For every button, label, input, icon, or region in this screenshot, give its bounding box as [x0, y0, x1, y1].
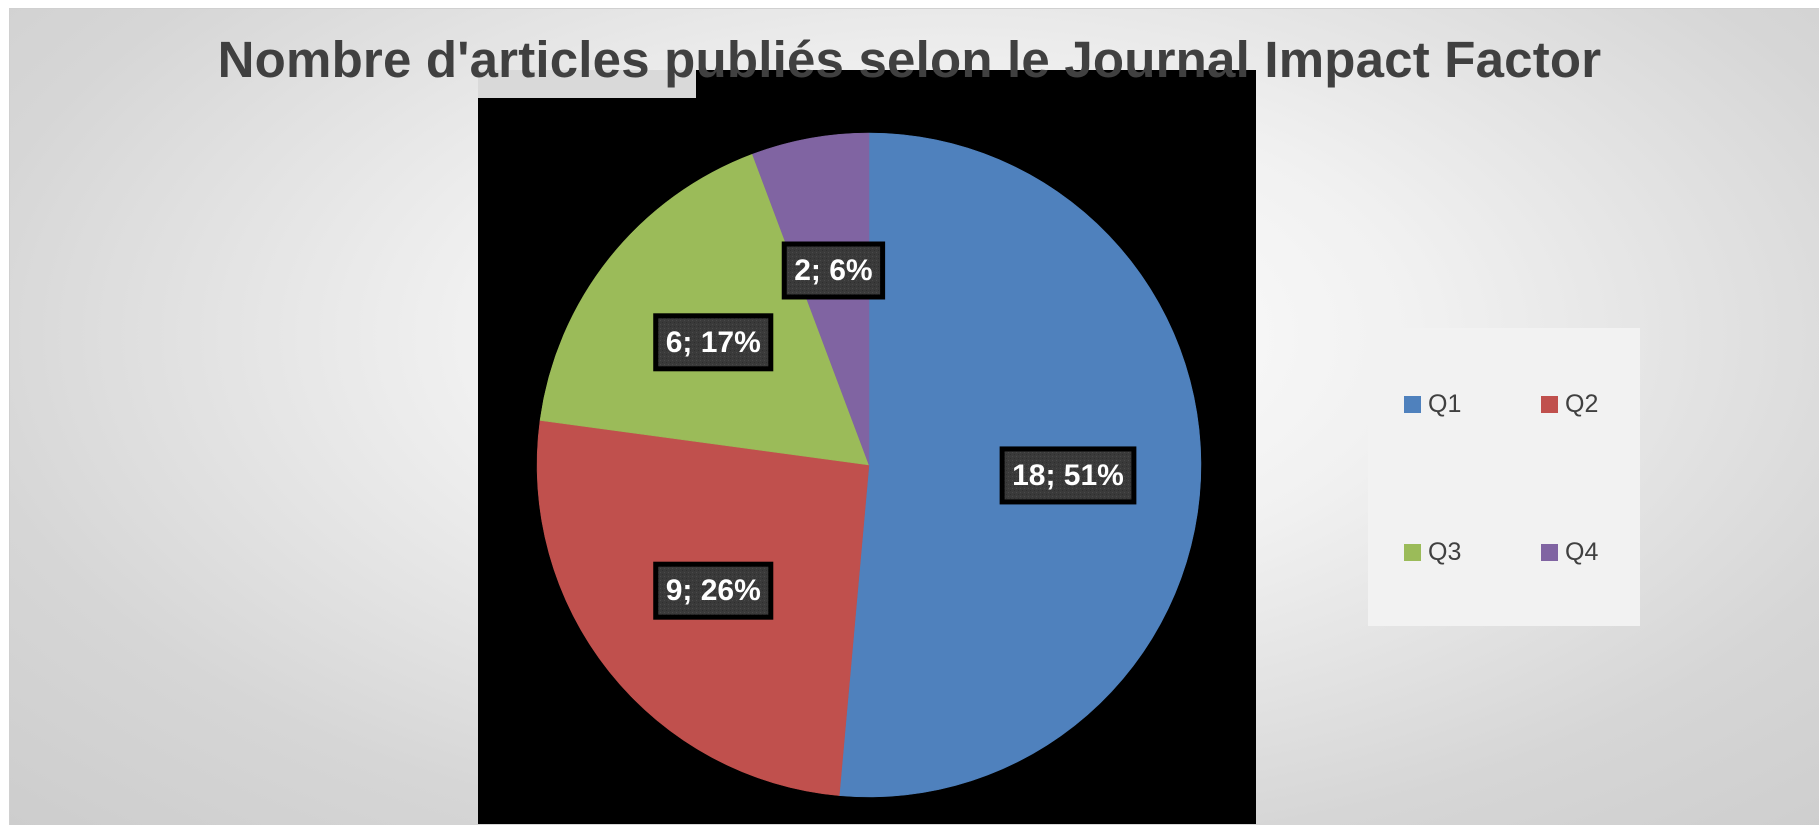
- data-label-box-q3: [653, 313, 774, 372]
- data-label-text-q1: 18; 51%: [1012, 459, 1124, 492]
- data-label-q4: 2; 6%: [781, 241, 886, 300]
- pie-slice-q3: [539, 153, 870, 466]
- data-label-q1: 18; 51%: [999, 446, 1137, 505]
- legend-item-q1: Q1: [1404, 390, 1461, 419]
- legend: Q1 Q2 Q3 Q4: [1368, 328, 1640, 626]
- legend-item-q2: Q2: [1541, 390, 1598, 419]
- plot-area-notch: [478, 70, 696, 98]
- data-label-text-q4: 2; 6%: [794, 254, 872, 287]
- data-label-box-q1: [999, 446, 1137, 505]
- data-label-text-q2: 9; 26%: [666, 574, 761, 607]
- data-label-text-q3: 6; 17%: [666, 326, 761, 359]
- legend-label-q4: Q4: [1565, 538, 1599, 566]
- legend-swatch-q1: [1404, 396, 1421, 413]
- data-label-box-q4: [781, 241, 886, 300]
- legend-swatch-q2: [1541, 396, 1558, 413]
- legend-item-q3: Q3: [1404, 538, 1461, 567]
- data-label-box-q2: [653, 561, 774, 620]
- legend-item-q4: Q4: [1541, 538, 1598, 567]
- legend-label-q1: Q1: [1428, 390, 1462, 418]
- legend-swatch-q3: [1404, 544, 1421, 561]
- legend-swatch-q4: [1541, 544, 1558, 561]
- data-label-q2: 9; 26%: [653, 561, 774, 620]
- legend-label-q3: Q3: [1428, 538, 1462, 566]
- data-label-q3: 6; 17%: [653, 313, 774, 372]
- chart-title: Nombre d'articles publiés selon le Journ…: [217, 31, 1602, 88]
- legend-label-q2: Q2: [1565, 390, 1599, 418]
